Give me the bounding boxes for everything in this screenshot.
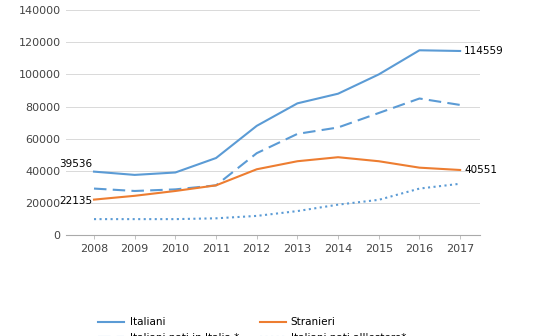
Legend: Italiani, Italiani nati in Italia *, Stranieri, Italiani nati all'estero*: Italiani, Italiani nati in Italia *, Str…: [98, 317, 406, 336]
Text: 39536: 39536: [59, 159, 92, 169]
Text: 114559: 114559: [464, 46, 504, 56]
Text: 22135: 22135: [59, 196, 92, 206]
Text: 40551: 40551: [464, 165, 497, 175]
